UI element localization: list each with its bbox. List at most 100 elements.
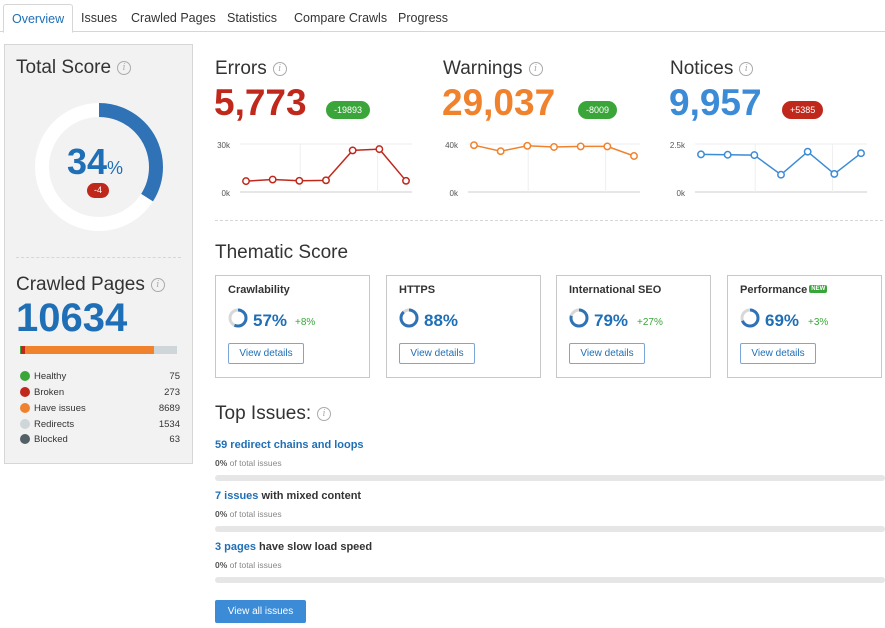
legend-item-broken[interactable]: Broken 273 xyxy=(20,387,180,398)
legend-label: Redirects xyxy=(34,419,75,430)
legend-value: 75 xyxy=(169,371,180,382)
info-icon[interactable]: i xyxy=(150,278,165,292)
card-title: Performance xyxy=(740,284,808,296)
notices-heading: Notices i xyxy=(670,58,754,80)
issue-share-label: of total issues xyxy=(227,509,282,519)
data-point xyxy=(348,146,357,155)
issue-progress-bar xyxy=(215,475,885,481)
bar-segment-healthy xyxy=(20,346,21,354)
tab-compare-crawls[interactable]: Compare Crawls xyxy=(294,11,388,25)
errors-title: Errors xyxy=(215,58,267,79)
bar-segment-have-issues xyxy=(25,346,154,354)
thematic-score-title: Thematic Score xyxy=(215,242,349,263)
data-point xyxy=(402,176,410,185)
info-icon[interactable]: i xyxy=(117,61,132,75)
legend-label: Have issues xyxy=(34,403,86,414)
warnings-value[interactable]: 29,037 xyxy=(442,82,556,123)
card-title-row: Performance NEW xyxy=(740,284,828,296)
y-tick-label: 30k xyxy=(217,141,231,150)
card-percentage: 57% xyxy=(253,311,288,330)
data-point xyxy=(496,147,505,156)
view-details-button[interactable]: View details xyxy=(399,343,475,364)
tab-progress[interactable]: Progress xyxy=(398,11,449,25)
issue-percent: 0% xyxy=(215,509,228,519)
thematic-card-international-seo: International SEO 79% +27% View details xyxy=(556,275,711,378)
data-point xyxy=(697,150,705,159)
broken-dot-icon xyxy=(20,387,30,397)
crawled-pages-count: 10634 xyxy=(16,296,128,340)
view-details-button[interactable]: View details xyxy=(228,343,304,364)
healthy-dot-icon xyxy=(20,371,30,381)
view-all-issues-button[interactable]: View all issues xyxy=(215,600,306,623)
new-badge: NEW xyxy=(809,285,828,293)
legend-value: 8689 xyxy=(158,403,180,414)
divider xyxy=(215,220,883,221)
top-issues-heading: Top Issues: i xyxy=(215,403,332,425)
international-seo-score-ring-icon xyxy=(569,308,589,328)
tab-statistics[interactable]: Statistics xyxy=(227,11,278,25)
legend-item-blocked[interactable]: Blocked 63 xyxy=(20,434,180,445)
card-title: Crawlability xyxy=(228,284,290,296)
notices-delta-badge: +5385 xyxy=(782,101,824,119)
total-score-gauge xyxy=(35,103,163,231)
issue-share: 0% of total issues xyxy=(215,509,282,519)
warnings-title: Warnings xyxy=(443,58,523,79)
view-details-button[interactable]: View details xyxy=(569,343,645,364)
data-point xyxy=(550,143,558,151)
tab-crawled-pages[interactable]: Crawled Pages xyxy=(131,11,216,25)
card-percentage: 79% xyxy=(594,311,629,330)
data-point xyxy=(322,176,330,185)
issue-percent: 0% xyxy=(215,458,228,468)
legend-item-redirects[interactable]: Redirects 1534 xyxy=(20,419,180,430)
y-tick-label: 0k xyxy=(677,189,686,198)
issue-item: 3 pages have slow load speed xyxy=(215,541,372,553)
y-tick-label: 0k xyxy=(450,189,459,198)
issue-share-label: of total issues xyxy=(227,560,282,570)
info-icon[interactable]: i xyxy=(317,407,332,421)
crawled-pages-bar xyxy=(20,346,177,354)
legend-item-healthy[interactable]: Healthy 75 xyxy=(20,371,180,382)
issue-text: have slow load speed xyxy=(255,541,373,553)
redirects-dot-icon xyxy=(20,419,30,429)
series-line xyxy=(245,148,407,182)
thematic-card-crawlability: Crawlability 57% +8% View details xyxy=(215,275,370,378)
issue-link[interactable]: 59 redirect chains and loops xyxy=(215,439,364,451)
warnings-heading: Warnings i xyxy=(443,58,543,80)
info-icon[interactable]: i xyxy=(528,62,543,76)
card-delta: +8% xyxy=(295,317,316,328)
data-point xyxy=(268,175,277,184)
view-details-button[interactable]: View details xyxy=(740,343,816,364)
issue-share: 0% of total issues xyxy=(215,458,282,468)
have-issues-dot-icon xyxy=(20,403,30,413)
issue-link[interactable]: 3 pages xyxy=(215,541,256,553)
issue-link[interactable]: 7 issues xyxy=(215,490,259,502)
crawled-pages-title: Crawled Pages xyxy=(16,274,145,295)
notices-value[interactable]: 9,957 xyxy=(669,82,762,123)
tab-issues[interactable]: Issues xyxy=(81,11,118,25)
top-issues-title: Top Issues: xyxy=(215,403,312,424)
data-point xyxy=(523,141,532,150)
issue-item: 7 issues with mixed content xyxy=(215,490,361,502)
data-point xyxy=(576,142,585,151)
total-score-number: 34 xyxy=(67,141,108,182)
performance-score-ring-icon xyxy=(740,308,760,328)
data-point xyxy=(723,150,732,159)
data-point xyxy=(777,170,785,179)
issue-share-label: of total issues xyxy=(227,458,282,468)
info-icon[interactable]: i xyxy=(739,62,754,76)
data-point xyxy=(830,170,839,178)
legend-item-have-issues[interactable]: Have issues 8689 xyxy=(20,403,180,414)
data-point xyxy=(295,176,304,185)
total-score-title: Total Score xyxy=(16,57,112,78)
legend-value: 63 xyxy=(169,434,180,445)
errors-value[interactable]: 5,773 xyxy=(214,82,307,123)
summary-panel: Total Score i 34% -4 Crawled Pages i 10634… xyxy=(4,44,193,464)
total-score-value: 34% xyxy=(67,141,123,183)
info-icon[interactable]: i xyxy=(272,62,287,76)
bar-segment-broken xyxy=(21,346,25,354)
tab-overview[interactable]: Overview xyxy=(3,4,74,33)
issue-progress-bar xyxy=(215,577,885,583)
divider xyxy=(16,257,181,258)
gauge-arc xyxy=(35,103,163,231)
data-point xyxy=(750,151,759,160)
